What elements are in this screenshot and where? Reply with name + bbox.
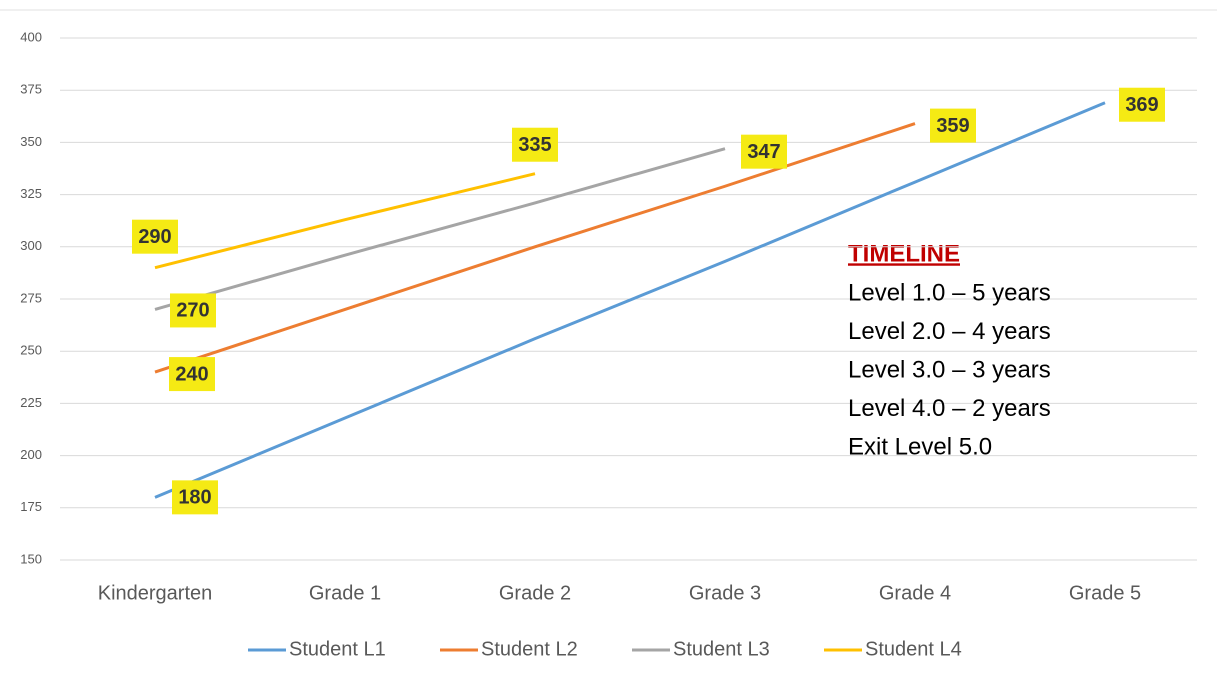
data-label: 270 <box>176 300 209 322</box>
annotation-line: Level 4.0 – 2 years <box>848 395 1051 422</box>
y-tick-label: 275 <box>20 290 42 305</box>
x-tick-label: Grade 3 <box>689 582 761 604</box>
annotation-line: Level 2.0 – 4 years <box>848 318 1051 345</box>
legend-label: Student L4 <box>865 638 962 660</box>
y-tick-label: 200 <box>20 447 42 462</box>
y-tick-label: 250 <box>20 343 42 358</box>
x-tick-label: Grade 2 <box>499 582 571 604</box>
data-label-box <box>741 134 787 169</box>
series-line <box>154 172 536 270</box>
data-label-box <box>169 357 215 392</box>
x-tick-label: Kindergarten <box>98 582 213 604</box>
data-label-box <box>930 108 976 143</box>
annotation-line: Level 1.0 – 5 years <box>848 279 1051 306</box>
y-tick-label: 350 <box>20 134 42 149</box>
data-label: 180 <box>178 487 211 509</box>
legend-label: Student L2 <box>481 638 578 660</box>
data-label: 290 <box>138 226 171 248</box>
x-tick-label: Grade 5 <box>1069 582 1141 604</box>
legend-label: Student L1 <box>289 638 386 660</box>
y-tick-label: 175 <box>20 499 42 514</box>
series-line <box>154 122 916 374</box>
data-label: 240 <box>175 363 208 385</box>
y-tick-label: 375 <box>20 82 42 97</box>
data-label-box <box>170 293 216 328</box>
legend-label: Student L3 <box>673 638 770 660</box>
annotation-title: TIMELINE <box>848 240 960 267</box>
series-line <box>154 147 726 311</box>
data-label: 369 <box>1125 94 1158 116</box>
y-tick-label: 325 <box>20 186 42 201</box>
x-tick-label: Grade 1 <box>309 582 381 604</box>
annotation-line: Level 3.0 – 3 years <box>848 356 1051 383</box>
data-label-box <box>132 219 178 254</box>
y-tick-label: 300 <box>20 238 42 253</box>
data-label-box <box>1119 87 1165 122</box>
data-label-box <box>512 127 558 162</box>
y-tick-label: 225 <box>20 395 42 410</box>
y-tick-label: 150 <box>20 551 42 566</box>
series-line <box>154 101 1106 499</box>
x-tick-label: Grade 4 <box>879 582 951 604</box>
data-label: 359 <box>936 115 969 137</box>
data-label-box <box>172 480 218 515</box>
annotation-line: Exit Level 5.0 <box>848 433 992 460</box>
y-tick-label: 400 <box>20 29 42 44</box>
data-label: 335 <box>518 134 551 156</box>
data-label: 347 <box>747 141 780 163</box>
